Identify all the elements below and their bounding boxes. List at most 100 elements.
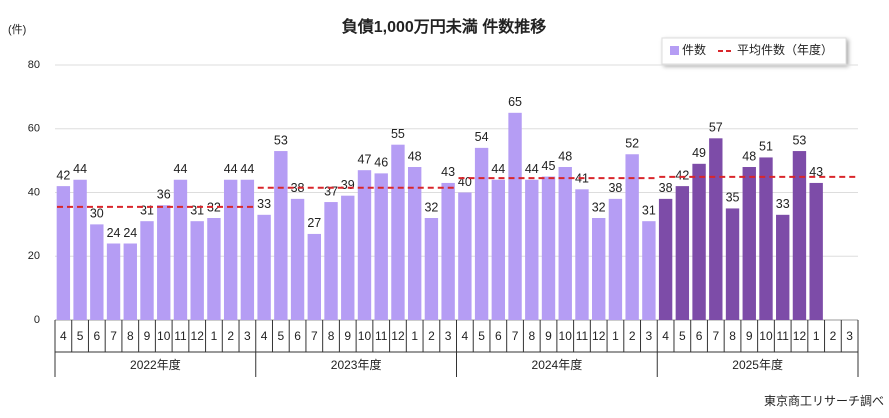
group-label: 2024年度 <box>532 357 583 372</box>
value-label: 55 <box>391 127 405 141</box>
value-label: 38 <box>659 181 673 195</box>
x-tick-label: 6 <box>696 329 703 343</box>
bar <box>458 192 472 320</box>
x-tick-label: 7 <box>512 329 519 343</box>
x-tick-label: 10 <box>358 329 372 343</box>
value-label: 52 <box>625 137 639 151</box>
value-label: 45 <box>542 159 556 173</box>
bar <box>792 151 807 320</box>
value-label: 32 <box>424 200 438 214</box>
bar <box>240 179 255 320</box>
x-tick-label: 11 <box>174 329 187 343</box>
legend-swatch <box>670 46 679 55</box>
bar <box>223 179 238 320</box>
x-tick-label: 8 <box>127 329 134 343</box>
x-tick-label: 11 <box>776 329 789 343</box>
bar <box>324 202 338 320</box>
value-label: 44 <box>525 162 539 176</box>
legend-box <box>661 37 847 65</box>
bar <box>290 198 305 320</box>
value-label: 31 <box>642 203 656 217</box>
bar <box>809 182 823 320</box>
value-label: 40 <box>458 175 472 189</box>
bar <box>90 224 104 320</box>
bar <box>274 151 288 320</box>
x-tick-label: 12 <box>391 329 405 343</box>
x-tick-label: 10 <box>157 329 171 343</box>
x-tick-label: 4 <box>462 329 469 343</box>
bar <box>541 176 556 320</box>
value-label: 24 <box>107 226 121 240</box>
x-tick-label: 5 <box>478 329 485 343</box>
value-label: 48 <box>558 149 572 163</box>
group-label: 2023年度 <box>331 357 382 372</box>
value-label: 31 <box>190 203 204 217</box>
group-label: 2025年度 <box>732 357 783 372</box>
x-tick-label: 12 <box>191 329 205 343</box>
y-tick-label: 20 <box>28 250 40 262</box>
bar <box>157 205 171 320</box>
value-label: 43 <box>441 165 455 179</box>
value-label: 42 <box>675 168 689 182</box>
bar <box>173 179 188 320</box>
value-label: 43 <box>809 165 823 179</box>
value-label: 48 <box>742 149 756 163</box>
bar <box>106 243 121 320</box>
x-tick-label: 8 <box>729 329 736 343</box>
value-label: 31 <box>140 203 154 217</box>
x-tick-label: 2 <box>830 329 837 343</box>
bar <box>391 144 405 320</box>
bar <box>658 198 673 320</box>
y-tick-label: 0 <box>34 314 40 326</box>
bar <box>525 179 539 320</box>
x-tick-label: 7 <box>110 329 117 343</box>
value-label: 49 <box>692 146 706 160</box>
value-label: 35 <box>726 191 740 205</box>
y-tick-label: 80 <box>28 59 40 71</box>
x-tick-label: 10 <box>759 329 773 343</box>
x-tick-label: 9 <box>746 329 753 343</box>
value-label: 44 <box>240 162 254 176</box>
value-label: 53 <box>274 133 288 147</box>
x-tick-label: 7 <box>311 329 318 343</box>
bar <box>407 167 422 320</box>
x-tick-label: 2 <box>227 329 234 343</box>
value-label: 51 <box>759 140 773 154</box>
x-tick-label: 5 <box>679 329 686 343</box>
x-tick-label: 6 <box>93 329 100 343</box>
y-tick-label: 40 <box>28 186 40 198</box>
x-tick-label: 11 <box>576 329 589 343</box>
bar <box>776 214 790 320</box>
bar <box>625 154 639 320</box>
bar <box>140 221 154 320</box>
x-tick-label: 9 <box>545 329 552 343</box>
value-label: 24 <box>123 226 137 240</box>
value-label: 57 <box>709 121 723 135</box>
bar <box>725 208 740 320</box>
value-label: 44 <box>491 162 505 176</box>
x-tick-label: 11 <box>375 329 388 343</box>
legend-label: 平均件数（年度） <box>737 42 833 57</box>
value-label: 53 <box>792 133 806 147</box>
bar <box>742 167 756 320</box>
legend-label: 件数 <box>682 42 706 57</box>
bar <box>56 186 71 320</box>
bar <box>441 182 455 320</box>
x-tick-label: 4 <box>261 329 268 343</box>
x-tick-label: 10 <box>559 329 573 343</box>
x-tick-label: 1 <box>411 329 418 343</box>
x-tick-label: 3 <box>646 329 653 343</box>
value-label: 42 <box>56 168 70 182</box>
value-label: 47 <box>358 152 372 166</box>
x-tick-label: 4 <box>662 329 669 343</box>
bar <box>123 243 137 320</box>
value-label: 65 <box>508 95 522 109</box>
bar <box>341 195 355 320</box>
bar <box>592 218 606 320</box>
x-tick-label: 6 <box>294 329 301 343</box>
value-label: 46 <box>374 156 388 170</box>
value-label: 44 <box>224 162 238 176</box>
x-tick-label: 12 <box>793 329 807 343</box>
bar <box>190 221 204 320</box>
